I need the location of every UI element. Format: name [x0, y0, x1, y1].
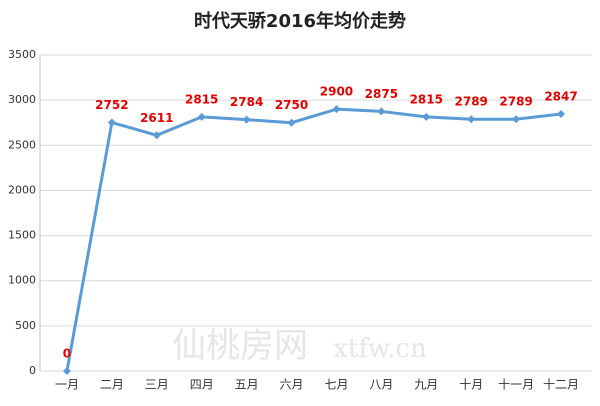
point-marker — [152, 131, 161, 140]
x-tick-label: 二月 — [100, 378, 124, 392]
x-tick-label: 五月 — [235, 378, 259, 392]
x-tick-label: 九月 — [414, 378, 438, 392]
point-marker — [287, 118, 296, 127]
point-marker — [197, 112, 206, 121]
data-label: 2875 — [365, 87, 398, 101]
point-marker — [242, 115, 251, 124]
point-marker — [422, 112, 431, 121]
y-tick-label: 2500 — [8, 138, 36, 151]
chart-title: 时代天骄2016年均价走势 — [194, 10, 406, 32]
point-marker — [557, 109, 566, 118]
data-label: 0 — [63, 347, 71, 361]
data-label: 2815 — [185, 92, 218, 106]
x-tick-label: 六月 — [280, 378, 304, 392]
x-tick-label: 八月 — [369, 378, 393, 392]
watermark-brand: 仙桃房网 — [172, 326, 308, 366]
x-tick-label: 十月 — [459, 378, 483, 392]
data-label: 2750 — [275, 98, 308, 112]
point-marker — [377, 107, 386, 116]
y-tick-label: 3500 — [8, 48, 36, 61]
y-tick-label: 1000 — [8, 274, 36, 287]
data-label: 2789 — [499, 95, 532, 109]
watermark-site: xtfw.cn — [333, 334, 427, 364]
data-label: 2752 — [95, 98, 128, 112]
series-line — [65, 107, 562, 372]
point-marker — [332, 105, 341, 114]
point-marker — [512, 115, 521, 124]
x-tick-label: 十一月 — [498, 378, 534, 392]
x-tick-label: 七月 — [324, 378, 348, 392]
data-label: 2847 — [544, 89, 577, 103]
x-tick-label: 三月 — [145, 378, 169, 392]
y-tick-label: 3000 — [8, 93, 36, 106]
data-label: 2789 — [455, 95, 488, 109]
x-tick-label: 四月 — [190, 378, 214, 392]
x-tick-label: 一月 — [55, 378, 79, 392]
x-tick-label: 十二月 — [543, 378, 579, 392]
data-label: 2611 — [140, 111, 173, 125]
point-marker — [467, 115, 476, 124]
point-marker — [107, 118, 116, 127]
point-marker — [62, 367, 71, 375]
data-label: 2900 — [320, 85, 353, 99]
data-label: 2815 — [410, 92, 443, 106]
y-tick-label: 1500 — [8, 229, 36, 242]
data-label: 2784 — [230, 95, 263, 109]
y-tick-label: 2000 — [8, 183, 36, 196]
y-tick-label: 0 — [29, 364, 36, 377]
y-tick-label: 500 — [15, 319, 36, 332]
